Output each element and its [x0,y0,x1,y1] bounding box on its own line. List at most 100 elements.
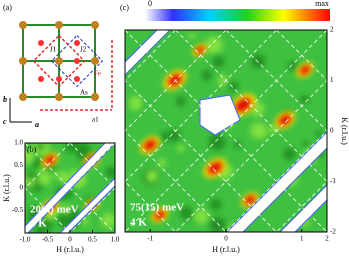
x-tick-label: 0 [224,235,228,243]
texture [302,141,310,149]
texture [25,149,35,165]
guide-line [225,130,327,232]
atom-label: Fe [94,70,101,78]
y-tick-label: 2 [330,26,334,34]
guide-line [125,130,227,232]
y-tick-label: 0 [330,127,334,135]
texture [34,226,47,233]
temperature-label: 4 K [130,217,147,229]
y-axis-label: K (r.l.u.) [2,174,11,202]
texture [60,204,71,215]
panel-label: (b) [27,145,37,154]
bond-label: J2 [80,46,87,54]
texture [188,32,196,39]
texture [251,54,266,69]
x-axis-label: H (r.l.u.) [212,245,240,254]
hot-spot [44,155,56,165]
texture [26,170,36,180]
texture [212,55,225,68]
panel-a: (a) J1 J2 Fe As a1 b c a [3,3,113,129]
hot-spot [207,161,223,175]
hot-spot [299,65,311,75]
texture [58,170,71,184]
y-axis-label: K (r.l.u.) [340,117,349,145]
texture [157,158,167,168]
panel-label: (a) [3,3,12,12]
blank-region [59,177,115,233]
y-tick-label: -1 [330,177,336,185]
texture [31,157,43,169]
texture [233,140,242,149]
hot-spot [154,210,166,220]
temperature-label: 4 K [30,218,47,230]
x-tick-label: 1.0 [111,236,120,244]
texture [205,36,223,55]
guide-line [175,79,327,232]
y-tick-label: 1 [330,76,334,84]
guide-line [25,143,115,233]
texture [268,125,278,134]
texture [217,75,229,87]
guide-line [25,187,71,233]
guide-line [125,30,277,183]
texture [315,130,323,138]
y-tick-label: -2 [330,228,336,236]
x-tick-label: 2 [325,235,329,243]
texture [36,143,44,150]
texture [210,198,222,211]
hot-spot [143,139,157,151]
x-tick-label: -1.0 [19,236,31,244]
texture [299,95,309,105]
texture [177,144,185,153]
texture [130,95,141,107]
x-axis-label: H (r.l.u.) [56,245,84,254]
texture [180,206,194,220]
colorbar [145,9,330,21]
y-tick-label: -0.5 [12,206,24,214]
x-tick-label: -1 [147,235,153,243]
axis-label: b [3,95,7,104]
lattice-label: a1 [92,116,99,124]
blank-region [226,131,327,232]
atom-label: As [80,89,88,97]
colorbar-label: max [315,0,329,8]
hot-spot [278,114,292,126]
texture [193,208,209,224]
texture [75,145,87,157]
y-tick-label: 0 [20,184,24,192]
texture [100,212,115,228]
guide-line [125,30,327,232]
guide-line [125,180,176,232]
texture [208,133,226,151]
texture [38,167,45,174]
axis-label: a [35,120,39,129]
y-tick-label: 1.0 [14,139,23,147]
y-tick-label: 0.5 [14,161,23,169]
guide-line [69,187,115,233]
axis-label: c [3,117,7,126]
x-tick-label: 0.5 [88,236,97,244]
x-tick-label: 0 [68,236,72,244]
texture [287,60,298,72]
guide-line [276,180,327,232]
texture [37,171,52,186]
colorbar-label: 0 [148,0,152,8]
texture [201,69,213,81]
energy-label: 75(15) meV [130,202,184,214]
panel-label: (c) [120,3,129,12]
texture [228,81,239,92]
x-tick-label: -0.5 [42,236,54,244]
texture [64,143,75,153]
texture [175,96,186,107]
hot-spot [244,195,256,205]
guide-line [25,143,71,189]
texture [105,166,115,178]
texture [283,147,296,161]
texture [209,217,226,232]
guide-line [69,143,115,189]
texture [167,129,181,142]
texture [45,226,53,233]
energy-label: 20(4) meV [30,204,79,216]
x-tick-label: 1 [300,235,304,243]
